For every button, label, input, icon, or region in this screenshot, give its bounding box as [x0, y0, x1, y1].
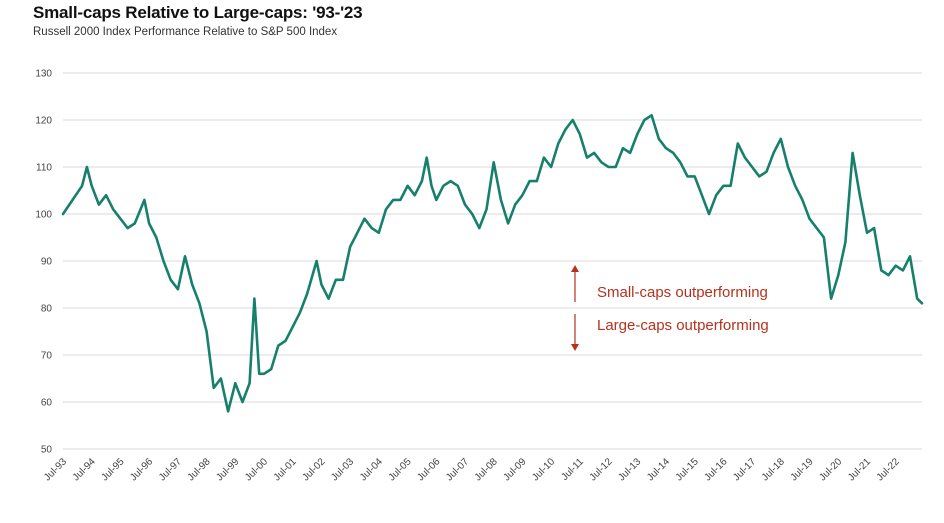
annotation-large-caps: Large-caps outperforming: [597, 317, 769, 334]
x-tick-label: Jul-22: [875, 456, 902, 483]
x-tick-label: Jul-94: [71, 456, 98, 483]
x-tick-label: Jul-20: [817, 456, 844, 483]
annotation-arrowhead-down: [571, 344, 579, 351]
y-tick-label: 100: [35, 210, 52, 221]
y-tick-label: 50: [41, 445, 53, 456]
x-tick-label: Jul-08: [473, 456, 500, 483]
x-tick-label: Jul-99: [214, 456, 241, 483]
x-tick-label: Jul-21: [846, 456, 873, 483]
x-tick-label: Jul-14: [645, 456, 672, 483]
x-tick-label: Jul-07: [444, 456, 471, 483]
x-tick-label: Jul-10: [530, 456, 557, 483]
x-tick-label: Jul-12: [588, 456, 615, 483]
x-tick-label: Jul-00: [243, 456, 270, 483]
x-tick-label: Jul-93: [42, 456, 69, 483]
x-tick-label: Jul-04: [358, 456, 385, 483]
x-tick-label: Jul-98: [186, 456, 213, 483]
x-tick-label: Jul-01: [272, 456, 299, 483]
chart-title: Small-caps Relative to Large-caps: '93-'…: [33, 3, 363, 22]
y-tick-label: 90: [41, 257, 53, 268]
annotation-arrowhead-up: [571, 265, 579, 272]
annotation-small-caps: Small-caps outperforming: [597, 284, 768, 301]
y-tick-label: 70: [41, 351, 53, 362]
y-tick-label: 120: [35, 116, 52, 127]
x-tick-label: Jul-03: [329, 456, 356, 483]
x-tick-label: Jul-05: [387, 456, 414, 483]
x-tick-label: Jul-95: [100, 456, 127, 483]
x-tick-label: Jul-13: [616, 456, 643, 483]
x-tick-label: Jul-19: [789, 456, 816, 483]
y-tick-label: 80: [41, 304, 53, 315]
x-tick-label: Jul-18: [760, 456, 787, 483]
series-line: [61, 114, 924, 413]
x-tick-label: Jul-09: [501, 456, 528, 483]
chart-subtitle: Russell 2000 Index Performance Relative …: [33, 26, 338, 38]
x-tick-label: Jul-11: [559, 456, 586, 483]
x-tick-label: Jul-06: [415, 456, 442, 483]
x-tick-label: Jul-97: [157, 456, 184, 483]
y-tick-label: 130: [35, 69, 52, 80]
y-tick-label: 110: [36, 163, 52, 174]
x-tick-label: Jul-16: [702, 456, 729, 483]
x-tick-label: Jul-17: [731, 456, 758, 483]
x-tick-label: Jul-15: [674, 456, 701, 483]
y-tick-label: 60: [41, 398, 53, 409]
x-tick-label: Jul-96: [128, 456, 155, 483]
x-tick-label: Jul-02: [300, 456, 327, 483]
